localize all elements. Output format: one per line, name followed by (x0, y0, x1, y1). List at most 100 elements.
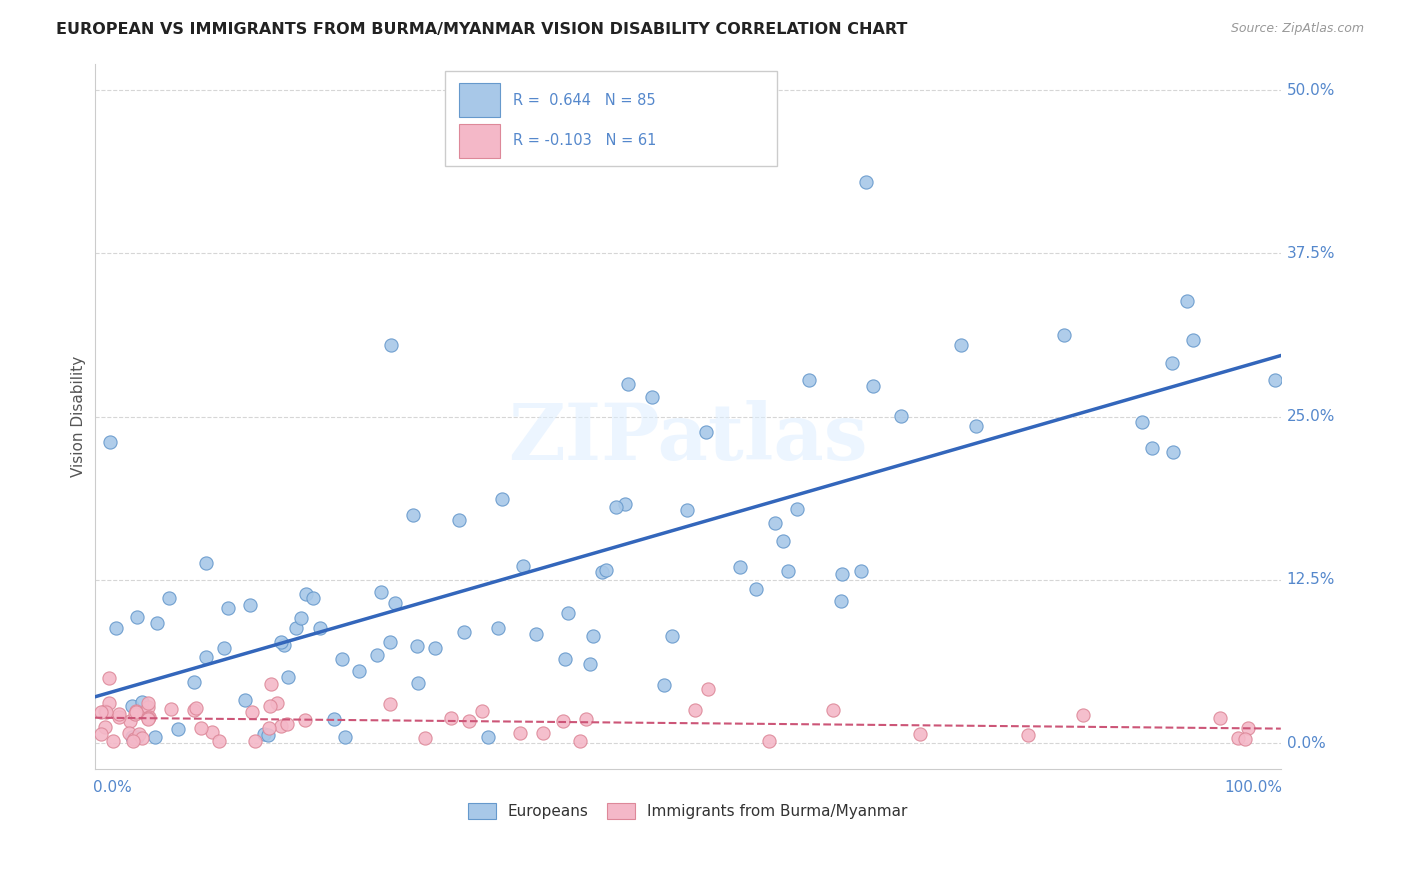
Point (233, 693, 256, 707)
Point (131, 731, 153, 745)
Point (772, 534, 794, 549)
Point (138, 697, 160, 711)
Point (1234, 732, 1257, 747)
Point (728, 560, 751, 574)
Text: 0.0%: 0.0% (93, 780, 132, 795)
Point (413, 731, 436, 746)
Point (778, 564, 800, 578)
Point (322, 712, 344, 726)
Point (138, 709, 160, 723)
Point (617, 377, 640, 392)
Point (90, 705, 112, 719)
Legend: Europeans, Immigrants from Burma/Myanmar: Europeans, Immigrants from Burma/Myanmar (463, 797, 914, 825)
Point (758, 733, 780, 747)
Point (380, 338, 402, 352)
Point (333, 730, 356, 744)
Point (652, 678, 675, 692)
Point (378, 697, 401, 711)
Point (136, 712, 159, 726)
Point (259, 698, 281, 713)
Point (124, 707, 146, 722)
Point (831, 566, 853, 581)
Point (239, 599, 262, 613)
FancyBboxPatch shape (458, 83, 501, 117)
Point (273, 638, 295, 652)
Text: Source: ZipAtlas.com: Source: ZipAtlas.com (1230, 22, 1364, 36)
Point (125, 730, 148, 744)
Text: 50.0%: 50.0% (1286, 83, 1336, 98)
Point (908, 727, 931, 741)
Point (108, 706, 131, 721)
Point (277, 670, 299, 684)
Point (579, 657, 602, 672)
Point (1161, 356, 1184, 370)
Point (212, 641, 235, 656)
Point (605, 500, 627, 514)
Point (121, 730, 143, 744)
Text: 37.5%: 37.5% (1286, 246, 1336, 261)
Point (797, 373, 820, 387)
Point (595, 563, 617, 577)
Point (309, 621, 332, 635)
Point (851, 564, 873, 578)
Point (208, 733, 231, 747)
Point (256, 728, 278, 742)
Text: ZIPatlas: ZIPatlas (508, 400, 868, 475)
Point (855, 175, 877, 189)
Point (965, 418, 987, 433)
Point (591, 566, 613, 580)
Point (1237, 721, 1260, 735)
Point (477, 730, 499, 744)
Point (121, 699, 143, 714)
Point (103, 733, 125, 747)
Point (159, 702, 181, 716)
Point (122, 733, 145, 747)
Point (94, 704, 117, 718)
Point (94, 720, 117, 734)
Point (128, 727, 150, 741)
Point (270, 718, 292, 732)
Point (683, 703, 706, 717)
Point (134, 706, 156, 720)
Point (330, 652, 353, 666)
Point (302, 591, 325, 605)
Point (1209, 711, 1232, 725)
Point (1161, 445, 1184, 459)
Point (405, 639, 427, 653)
Point (524, 627, 547, 641)
Point (243, 733, 266, 747)
Point (695, 425, 717, 439)
Point (1142, 441, 1164, 455)
Point (471, 704, 494, 718)
FancyBboxPatch shape (444, 71, 776, 166)
Point (118, 726, 141, 740)
Point (138, 699, 160, 714)
Point (105, 621, 128, 635)
Point (533, 726, 555, 740)
Point (554, 652, 576, 666)
Point (697, 682, 720, 697)
Text: 12.5%: 12.5% (1286, 573, 1336, 588)
Point (138, 710, 160, 724)
Point (195, 556, 218, 570)
Point (90, 727, 112, 741)
Point (830, 594, 852, 608)
Point (157, 591, 180, 605)
Point (125, 704, 148, 718)
Point (294, 713, 316, 727)
Text: 0.0%: 0.0% (1286, 736, 1326, 751)
Point (402, 508, 425, 523)
Point (1175, 293, 1198, 308)
Point (131, 695, 153, 709)
Point (512, 558, 534, 573)
Point (107, 710, 129, 724)
Point (98, 435, 121, 450)
Point (260, 677, 283, 691)
Point (862, 379, 884, 393)
Point (949, 338, 972, 352)
Point (406, 676, 429, 690)
Point (167, 723, 190, 737)
Point (201, 725, 224, 739)
Point (143, 730, 166, 744)
Point (378, 635, 401, 649)
